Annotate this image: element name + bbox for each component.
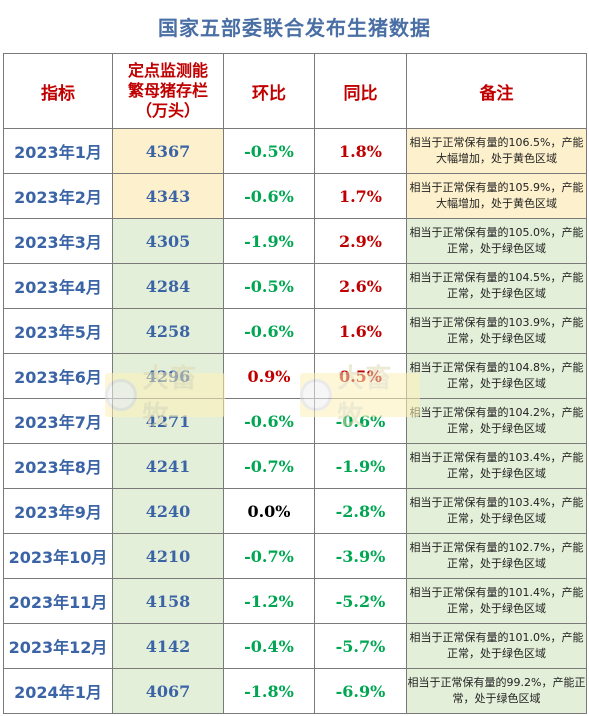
- month-on-month-cell: -0.6%: [223, 398, 315, 444]
- table-header-row: 指标 定点监测能 繁母猪存栏 （万头） 环比 同比 备注: [3, 53, 587, 129]
- month-on-month-cell: -0.7%: [223, 533, 315, 579]
- year-on-year-cell: -5.2%: [314, 578, 407, 624]
- header-note: 备注: [406, 53, 587, 129]
- month-cell: 2023年7月: [3, 398, 113, 444]
- sow-stock-cell: 4343: [112, 173, 224, 219]
- page-title: 国家五部委联合发布生猪数据: [158, 16, 431, 40]
- month-cell: 2023年2月: [3, 173, 113, 219]
- month-cell: 2023年12月: [3, 623, 113, 669]
- sow-stock-cell: 4241: [112, 443, 224, 489]
- year-on-year-cell: 2.6%: [314, 263, 407, 309]
- table-row: 2024年1月 4067 -1.8% -6.9% 相当于正常保有量的99.2%，产能正常…: [3, 668, 587, 714]
- header-sow-stock-line: 繁母猪存栏: [127, 81, 208, 100]
- sow-stock-cell: 4240: [112, 488, 224, 534]
- table-body: 2023年1月 4367 -0.5% 1.8% 相当于正常保有量的106.5%，产能大幅…: [3, 128, 587, 714]
- table-row: 2023年5月 4258 -0.6% 1.6% 相当于正常保有量的103.9%，产能正常…: [3, 308, 587, 354]
- year-on-year-cell: -0.6%: [314, 398, 407, 444]
- year-on-year-cell: -6.9%: [314, 668, 407, 714]
- note-cell: 相当于正常保有量的103.9%，产能正常，处于绿色区域: [406, 308, 587, 354]
- table-row: 2023年6月 4296 0.9% 0.5% 相当于正常保有量的104.8%，产能正常，…: [3, 353, 587, 399]
- year-on-year-cell: 1.7%: [314, 173, 407, 219]
- month-cell: 2023年3月: [3, 218, 113, 264]
- table-row: 2023年8月 4241 -0.7% -1.9% 相当于正常保有量的103.4%，产能正…: [3, 443, 587, 489]
- month-on-month-cell: -1.2%: [223, 578, 315, 624]
- table-row: 2023年12月 4142 -0.4% -5.7% 相当于正常保有量的101.0%，产能…: [3, 623, 587, 669]
- note-cell: 相当于正常保有量的105.9%，产能大幅增加，处于黄色区域: [406, 173, 587, 219]
- sow-stock-cell: 4067: [112, 668, 224, 714]
- pig-data-table: 指标 定点监测能 繁母猪存栏 （万头） 环比 同比 备注 2023年1月 4367…: [3, 53, 587, 714]
- note-cell: 相当于正常保有量的103.4%，产能正常，处于绿色区域: [406, 488, 587, 534]
- year-on-year-cell: -1.9%: [314, 443, 407, 489]
- note-cell: 相当于正常保有量的104.8%，产能正常，处于绿色区域: [406, 353, 587, 399]
- month-cell: 2023年1月: [3, 128, 113, 174]
- sow-stock-cell: 4158: [112, 578, 224, 624]
- sow-stock-cell: 4210: [112, 533, 224, 579]
- month-on-month-cell: -0.6%: [223, 173, 315, 219]
- year-on-year-cell: 0.5%: [314, 353, 407, 399]
- year-on-year-cell: -2.8%: [314, 488, 407, 534]
- sow-stock-cell: 4284: [112, 263, 224, 309]
- header-sow-stock: 定点监测能 繁母猪存栏 （万头）: [112, 53, 224, 129]
- note-cell: 相当于正常保有量的104.2%，产能正常，处于绿色区域: [406, 398, 587, 444]
- note-cell: 相当于正常保有量的101.4%，产能正常，处于绿色区域: [406, 578, 587, 624]
- month-on-month-cell: 0.9%: [223, 353, 315, 399]
- month-cell: 2024年1月: [3, 668, 113, 714]
- month-cell: 2023年5月: [3, 308, 113, 354]
- month-on-month-cell: -0.7%: [223, 443, 315, 489]
- table-row: 2023年10月 4210 -0.7% -3.9% 相当于正常保有量的102.7%，产能…: [3, 533, 587, 579]
- month-on-month-cell: -0.6%: [223, 308, 315, 354]
- header-sow-stock-line: （万头）: [135, 101, 200, 120]
- table-row: 2023年1月 4367 -0.5% 1.8% 相当于正常保有量的106.5%，产能大幅…: [3, 128, 587, 174]
- note-cell: 相当于正常保有量的102.7%，产能正常，处于绿色区域: [406, 533, 587, 579]
- sow-stock-cell: 4367: [112, 128, 224, 174]
- header-indicator: 指标: [3, 53, 113, 129]
- header-year-on-year: 同比: [314, 53, 407, 129]
- month-on-month-cell: -1.9%: [223, 218, 315, 264]
- month-cell: 2023年11月: [3, 578, 113, 624]
- month-on-month-cell: -0.5%: [223, 128, 315, 174]
- sow-stock-cell: 4271: [112, 398, 224, 444]
- table-row: 2023年3月 4305 -1.9% 2.9% 相当于正常保有量的105.0%，产能正常…: [3, 218, 587, 264]
- month-on-month-cell: -0.5%: [223, 263, 315, 309]
- sow-stock-cell: 4142: [112, 623, 224, 669]
- year-on-year-cell: 1.6%: [314, 308, 407, 354]
- header-sow-stock-line: 定点监测能: [127, 61, 208, 80]
- note-cell: 相当于正常保有量的105.0%，产能正常，处于绿色区域: [406, 218, 587, 264]
- month-cell: 2023年9月: [3, 488, 113, 534]
- month-on-month-cell: -1.8%: [223, 668, 315, 714]
- year-on-year-cell: -5.7%: [314, 623, 407, 669]
- month-on-month-cell: 0.0%: [223, 488, 315, 534]
- sow-stock-cell: 4305: [112, 218, 224, 264]
- year-on-year-cell: -3.9%: [314, 533, 407, 579]
- sow-stock-cell: 4258: [112, 308, 224, 354]
- month-cell: 2023年4月: [3, 263, 113, 309]
- month-cell: 2023年10月: [3, 533, 113, 579]
- month-cell: 2023年8月: [3, 443, 113, 489]
- note-cell: 相当于正常保有量的99.2%，产能正常，处于绿色区域: [406, 668, 587, 714]
- sow-stock-cell: 4296: [112, 353, 224, 399]
- note-cell: 相当于正常保有量的104.5%，产能正常，处于绿色区域: [406, 263, 587, 309]
- note-cell: 相当于正常保有量的106.5%，产能大幅增加，处于黄色区域: [406, 128, 587, 174]
- month-on-month-cell: -0.4%: [223, 623, 315, 669]
- header-month-on-month: 环比: [223, 53, 315, 129]
- table-row: 2023年4月 4284 -0.5% 2.6% 相当于正常保有量的104.5%，产能正常…: [3, 263, 587, 309]
- table-row: 2023年9月 4240 0.0% -2.8% 相当于正常保有量的103.4%，产能正常…: [3, 488, 587, 534]
- note-cell: 相当于正常保有量的101.0%，产能正常，处于绿色区域: [406, 623, 587, 669]
- table-row: 2023年2月 4343 -0.6% 1.7% 相当于正常保有量的105.9%，产能大幅…: [3, 173, 587, 219]
- month-cell: 2023年6月: [3, 353, 113, 399]
- year-on-year-cell: 1.8%: [314, 128, 407, 174]
- note-cell: 相当于正常保有量的103.4%，产能正常，处于绿色区域: [406, 443, 587, 489]
- year-on-year-cell: 2.9%: [314, 218, 407, 264]
- table-row: 2023年11月 4158 -1.2% -5.2% 相当于正常保有量的101.4%，产能…: [3, 578, 587, 624]
- table-row: 2023年7月 4271 -0.6% -0.6% 相当于正常保有量的104.2%，产能正…: [3, 398, 587, 444]
